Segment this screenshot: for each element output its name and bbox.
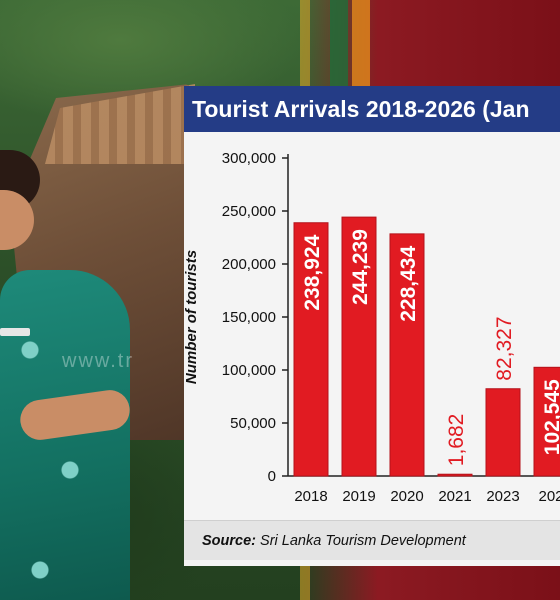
- flag-green-stripe: [330, 0, 348, 92]
- y-tick-label: 200,000: [222, 256, 276, 273]
- bar-value-label: 238,924: [301, 234, 324, 310]
- source-label: Source:: [202, 533, 256, 549]
- source-text: Sri Lanka Tourism Development: [260, 533, 466, 549]
- bar-2021: [437, 473, 473, 477]
- y-axis-title: Number of tourists: [184, 250, 200, 384]
- y-tick-label: 250,000: [222, 203, 276, 220]
- bar-value-label: 228,434: [397, 246, 420, 322]
- bar-2020: [389, 233, 425, 477]
- y-tick-label: 0: [268, 468, 276, 485]
- source-line: Source: Sri Lanka Tourism Development: [184, 520, 560, 560]
- bar-value-label: 1,682: [445, 414, 468, 467]
- x-tick-label: 2023: [486, 488, 519, 505]
- bar-value-label: 102,545: [541, 379, 560, 455]
- y-tick-label: 100,000: [222, 362, 276, 379]
- bar-2018: [293, 222, 329, 477]
- bar-2024: [533, 366, 560, 477]
- y-tick-label: 150,000: [222, 309, 276, 326]
- x-tick-label: 2021: [438, 488, 471, 505]
- bar-2023: [485, 388, 521, 477]
- bar-value-label: 82,327: [493, 316, 516, 380]
- bar-2019: [341, 216, 377, 477]
- flag-orange-stripe: [352, 0, 370, 92]
- bar-value-label: 244,239: [349, 229, 372, 305]
- x-tick-label: 2018: [294, 488, 327, 505]
- x-tick-label: 2019: [342, 488, 375, 505]
- watermark-text: www.tr: [62, 350, 134, 372]
- bar-chart: 0 50,000 100,000 150,000 200,000 250,000 300,0…: [184, 150, 560, 505]
- chart-panel: Tourist Arrivals 2018-2026 (Jan 0 50,000 1…: [184, 86, 560, 566]
- x-tick-label: 2020: [390, 488, 423, 505]
- name-badge: [0, 328, 30, 336]
- y-tick-label: 300,000: [222, 150, 276, 167]
- chart-title: Tourist Arrivals 2018-2026 (Jan: [184, 86, 560, 132]
- y-tick-label: 50,000: [230, 415, 276, 432]
- x-tick-label: 202: [538, 488, 560, 505]
